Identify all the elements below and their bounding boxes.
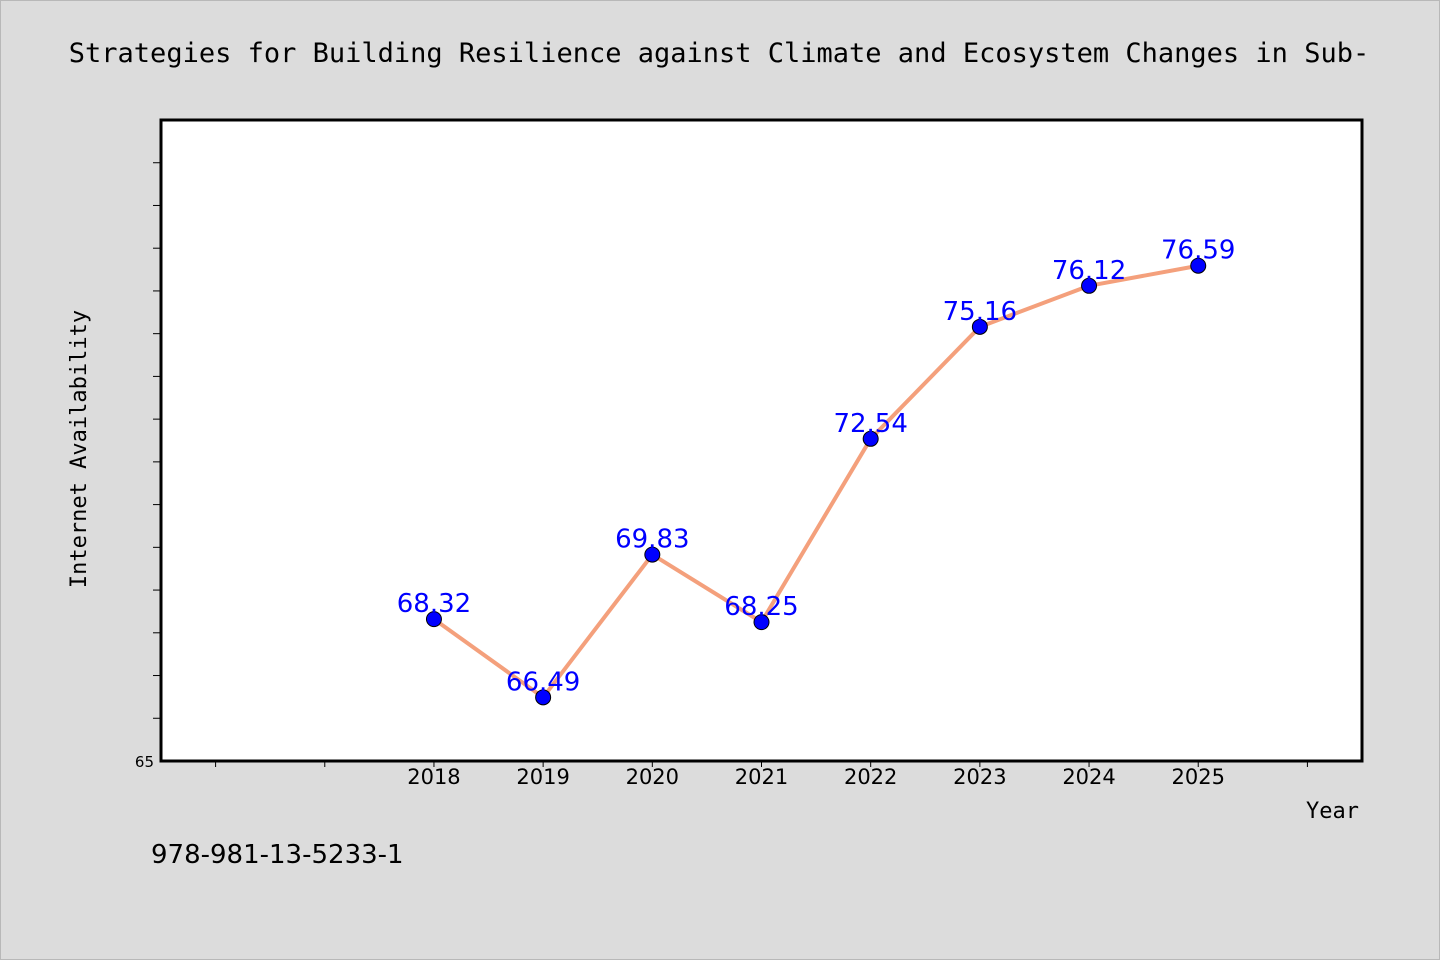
data-point [1081, 277, 1098, 294]
data-point [971, 318, 988, 335]
x-tick-label: 2019 [516, 765, 569, 789]
data-label: 76.12 [1052, 256, 1126, 286]
x-tick-label: 2023 [953, 765, 1006, 789]
data-label: 68.25 [724, 592, 798, 622]
series-layer: 68.32 66.49 69.83 68.25 72.54 75.16 76.12 76.59 [397, 236, 1235, 706]
x-axis-label: Year [1306, 799, 1359, 824]
chart-title: Strategies for Building Resilience again… [69, 38, 1369, 69]
data-point [425, 611, 442, 628]
y-axis-ticks [153, 162, 161, 719]
x-tick-label: 2021 [735, 765, 788, 789]
y-tick-label: 65 [135, 753, 154, 771]
x-tick-label: 2024 [1062, 765, 1115, 789]
data-label: 72.54 [833, 409, 907, 439]
y-axis-label: Internet Availability [67, 310, 92, 588]
data-label: 76.59 [1161, 236, 1235, 266]
data-label: 68.32 [397, 589, 471, 619]
plot-area [159, 118, 1364, 763]
series-line [432, 263, 1199, 700]
data-point [1190, 257, 1207, 274]
footnote: 978-981-13-5233-1 [151, 840, 404, 870]
x-tick-label: 2025 [1172, 765, 1225, 789]
data-point [644, 546, 661, 563]
data-point [535, 689, 552, 706]
data-point [753, 614, 770, 631]
data-label: 69.83 [615, 525, 689, 555]
x-tick-label: 2022 [844, 765, 897, 789]
x-tick-label: 2018 [407, 765, 460, 789]
data-label: 75.16 [943, 297, 1017, 327]
x-tick-labels: 2018 2019 2020 2021 2022 2023 2024 2025 [407, 765, 1225, 789]
x-axis-ticks [215, 761, 1308, 767]
x-tick-label: 2020 [626, 765, 679, 789]
data-label: 66.49 [506, 667, 580, 697]
data-point [862, 430, 879, 447]
